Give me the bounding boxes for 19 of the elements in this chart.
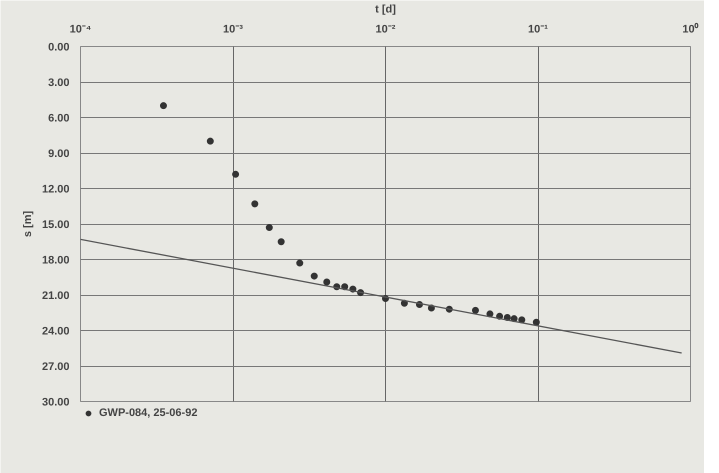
x-tick-label: 10⁰ (682, 22, 699, 36)
y-axis-title: s [m] (22, 210, 34, 238)
x-tick-label: 10⁻¹ (528, 24, 548, 36)
x-tick-label: 10⁻⁴ (70, 24, 92, 36)
y-tick-label: 27.00 (42, 361, 70, 373)
y-tick-label: 9.00 (48, 148, 70, 160)
y-tick-label: 21.00 (42, 290, 70, 302)
y-tick-label: 18.00 (42, 254, 70, 266)
legend-label: GWP-084, 25-06-92 (99, 407, 198, 419)
y-tick-label: 3.00 (48, 77, 70, 89)
y-tick-label: 30.00 (42, 396, 70, 408)
x-tick-label: 10⁻² (376, 24, 396, 36)
y-tick-label: 6.00 (48, 112, 70, 124)
y-tick-label: 15.00 (42, 219, 70, 231)
y-tick-label: 0.00 (48, 42, 70, 54)
x-axis-title: t [d] (375, 4, 396, 16)
y-tick-label: 24.00 (42, 326, 70, 338)
x-tick-label: 10⁻³ (223, 24, 244, 36)
y-tick-label: 12.00 (42, 184, 70, 196)
